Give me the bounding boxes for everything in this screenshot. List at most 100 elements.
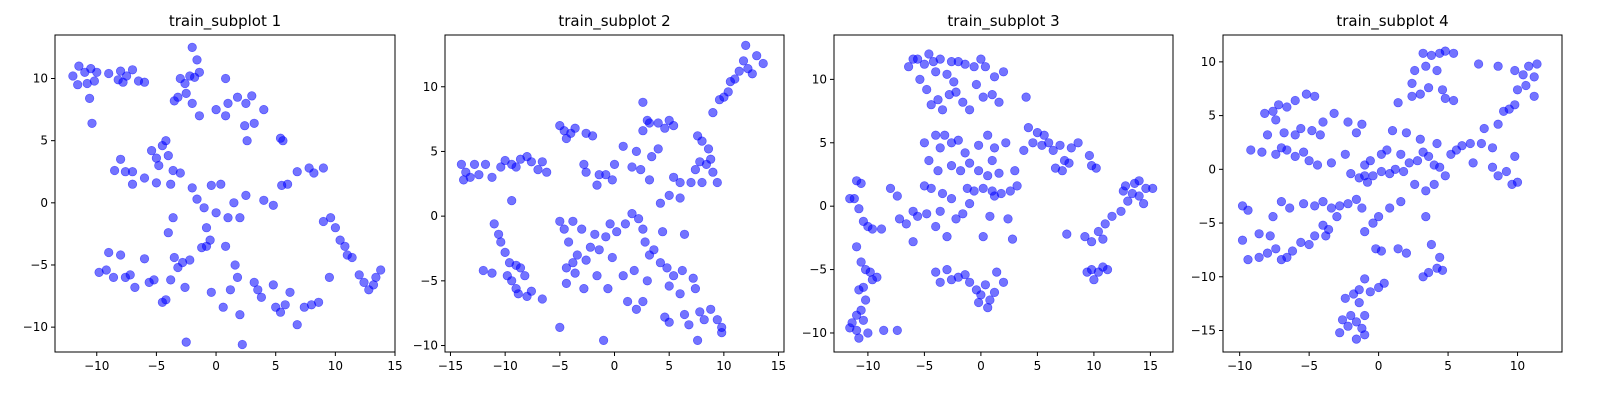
scatter-point — [1371, 244, 1381, 254]
scatter-point — [723, 87, 733, 97]
y-tick-label: −10 — [1191, 270, 1216, 284]
scatter-point — [526, 286, 537, 296]
x-tick-label: −5 — [148, 359, 166, 373]
scatter-point — [644, 175, 655, 185]
scatter-point — [1440, 93, 1450, 103]
scatter-point — [601, 232, 611, 242]
scatter-point — [668, 271, 679, 281]
scatter-point — [953, 135, 963, 145]
scatter-point — [187, 98, 197, 108]
scatter-point — [211, 104, 221, 115]
scatter-point — [1446, 149, 1456, 159]
scatter-point — [734, 66, 744, 76]
scatter-point — [151, 178, 161, 188]
scatter-point — [1123, 196, 1133, 206]
scatter-point — [1360, 274, 1370, 284]
scatter-point — [1335, 328, 1345, 338]
scatter-point — [1432, 138, 1442, 149]
scatter-point — [690, 284, 701, 294]
scatter-point — [1429, 179, 1439, 189]
scatter-point — [946, 194, 957, 204]
x-tick-label: 15 — [387, 359, 402, 373]
scatter-point — [973, 166, 984, 176]
scatter-point — [942, 232, 952, 242]
scatter-point — [1086, 237, 1097, 247]
scatter-point — [1271, 244, 1281, 254]
scatter-point — [489, 219, 499, 229]
scatter-point — [537, 294, 547, 304]
scatter-point — [118, 77, 128, 87]
scatter-point — [858, 315, 869, 325]
scatter-point — [1401, 248, 1411, 258]
scatter-point — [885, 183, 896, 193]
scatter-point — [649, 245, 659, 255]
scatter-point — [738, 56, 749, 66]
scatter-point — [695, 307, 705, 317]
scatter-point — [181, 88, 191, 98]
scatter-point — [513, 289, 523, 299]
scatter-point — [919, 138, 930, 148]
scatter-point — [563, 237, 574, 247]
scatter-point — [1524, 61, 1534, 71]
scatter-point — [1385, 203, 1395, 213]
scatter-point — [347, 252, 357, 263]
scatter-point — [101, 265, 111, 275]
scatter-point — [359, 277, 369, 288]
scatter-point — [598, 335, 609, 346]
scatter-point — [1271, 149, 1281, 159]
scatter-point — [854, 333, 864, 343]
scatter-point — [1329, 108, 1339, 118]
scatter-point — [1412, 156, 1423, 166]
scatter-point — [675, 289, 685, 299]
scatter-point — [708, 107, 718, 118]
scatter-point — [653, 118, 663, 128]
subplot-title: train_subplot 4 — [1336, 12, 1448, 31]
scatter-point — [1351, 317, 1361, 327]
scatter-point — [115, 250, 126, 260]
scatter-point — [1093, 226, 1103, 237]
scatter-points — [456, 40, 768, 346]
scatter-point — [1440, 46, 1450, 56]
scatter-point — [607, 175, 617, 185]
scatter-point — [1393, 244, 1403, 254]
scatter-point — [1332, 212, 1342, 222]
scatter-point — [555, 216, 565, 226]
scatter-point — [318, 163, 329, 173]
scatter-point — [1066, 143, 1076, 153]
scatter-point — [166, 179, 176, 189]
scatter-point — [1262, 248, 1273, 258]
scatter-point — [976, 54, 986, 64]
scatter-point — [201, 241, 212, 251]
scatter-point — [1290, 95, 1300, 106]
scatter-point — [221, 111, 231, 121]
scatter-point — [84, 93, 95, 103]
scatter-point — [601, 170, 611, 180]
y-tick-label: −5 — [1198, 216, 1216, 230]
scatter-point — [326, 213, 336, 223]
scatter-point — [1287, 246, 1298, 256]
scatter-point — [758, 58, 768, 69]
scatter-point — [1310, 231, 1320, 241]
scatter-point — [1532, 59, 1542, 69]
scatter-point — [594, 245, 604, 255]
scatter-point — [662, 263, 672, 273]
scatter-point — [647, 152, 657, 162]
scatter-point — [679, 309, 690, 320]
scatter-point — [924, 155, 934, 166]
scatter-point — [139, 173, 150, 183]
scatter-point — [1346, 169, 1356, 179]
scatter-point — [931, 221, 941, 232]
scatter-point — [969, 186, 979, 196]
scatter-point — [201, 223, 212, 233]
scatter-point — [668, 172, 679, 182]
scatter-point — [1351, 128, 1361, 138]
scatter-point — [1262, 130, 1273, 140]
scatter-point — [1321, 231, 1331, 241]
scatter-point — [1343, 321, 1353, 331]
scatter-point — [456, 159, 467, 169]
scatter-point — [660, 123, 670, 133]
x-tick-label: 5 — [272, 359, 280, 373]
scatter-point — [318, 216, 329, 227]
y-tick-label: −10 — [413, 339, 438, 353]
scatter-point — [629, 265, 639, 276]
